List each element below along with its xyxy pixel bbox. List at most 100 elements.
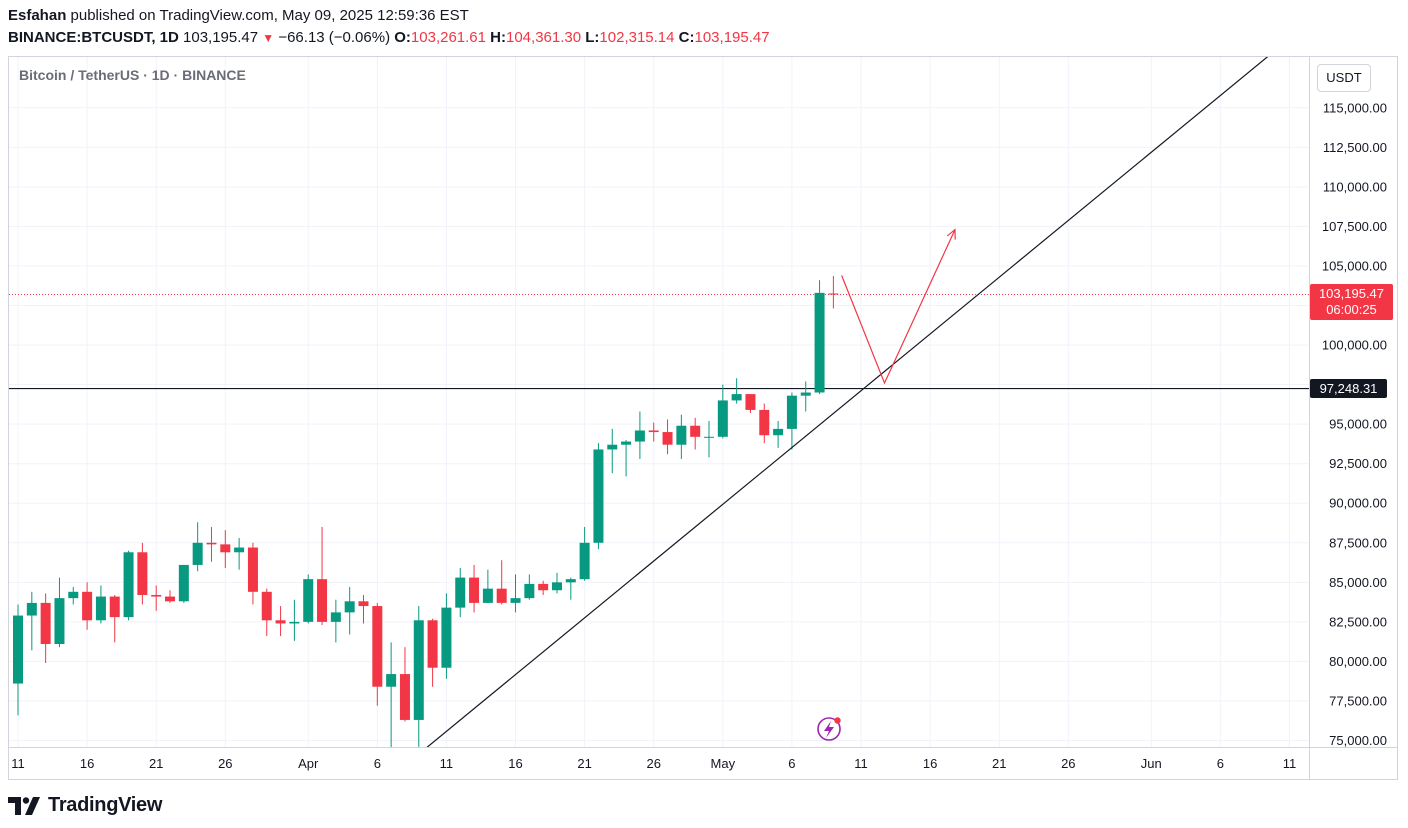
tradingview-logo[interactable]: TradingView [8, 794, 162, 817]
symbol-legend: Bitcoin / TetherUS · 1D · BINANCE [19, 67, 246, 83]
published-text: published on TradingView.com, May 09, 20… [70, 7, 469, 24]
time-axis-label: 11 [854, 756, 868, 771]
candle-body [786, 395, 797, 429]
candle-body [634, 430, 645, 442]
price-axis-label: 110,000.00 [1323, 179, 1387, 194]
ascending-trendline[interactable] [426, 16, 1317, 748]
candle-body [690, 425, 701, 437]
price-axis-label: 77,500.00 [1329, 693, 1387, 708]
candle-body [648, 430, 659, 433]
candle-body [469, 577, 480, 603]
candle-body [54, 598, 65, 645]
time-axis-label: 11 [11, 756, 25, 771]
candle-body [800, 392, 811, 396]
candle-body [731, 394, 742, 401]
tradingview-logo-icon [8, 796, 40, 815]
time-axis-label: 26 [218, 756, 232, 771]
candle-body [206, 542, 217, 545]
time-axis-label: 6 [1217, 756, 1224, 771]
candle-body [275, 620, 286, 624]
candle-body [220, 544, 231, 553]
candle-body [178, 564, 189, 602]
time-axis-label: 21 [149, 756, 163, 771]
candle-body [68, 591, 79, 599]
candle-body [524, 583, 535, 599]
candle-body [759, 409, 770, 436]
candle-body [496, 588, 507, 603]
time-axis-label: 11 [1283, 756, 1297, 771]
lightning-bolt-icon [824, 721, 834, 738]
price-axis-label: 95,000.00 [1329, 417, 1387, 432]
price-axis-label: 82,500.00 [1329, 614, 1387, 629]
time-axis-label: Jun [1141, 756, 1162, 771]
time-axis-label: 21 [577, 756, 591, 771]
candle-body [828, 293, 839, 295]
candle-body [717, 400, 728, 437]
tradingview-wordmark: TradingView [48, 794, 163, 816]
last-value: 103,195.47 [183, 29, 259, 46]
candle-body [109, 596, 120, 618]
candle-body [607, 444, 618, 450]
candle-body [165, 596, 176, 602]
time-axis-label: 16 [80, 756, 94, 771]
time-axis-label: 26 [646, 756, 660, 771]
candle-body [289, 621, 300, 624]
candle-body [151, 594, 162, 597]
candle-body [234, 547, 245, 553]
price-axis-label: 87,500.00 [1329, 535, 1387, 550]
price-axis-label: 75,000.00 [1329, 733, 1387, 748]
time-axis-label: 6 [788, 756, 795, 771]
candle-body [538, 583, 549, 591]
candle-body [773, 428, 784, 436]
candle-body [261, 591, 272, 621]
candle-body [565, 579, 576, 583]
low-value: 102,315.14 [599, 29, 675, 46]
change-value: −66.13 (−0.06%) [278, 29, 391, 46]
candle-body [82, 591, 93, 621]
candle-body [510, 598, 521, 603]
candle-body [330, 612, 341, 622]
time-axis-label: 16 [923, 756, 937, 771]
candle-body [593, 449, 604, 543]
high-value: 104,361.30 [506, 29, 582, 46]
time-axis-label: May [711, 756, 736, 771]
close-value: 103,195.47 [694, 29, 770, 46]
candle-body [579, 542, 590, 580]
publish-line: Esfahan published on TradingView.com, Ma… [8, 6, 469, 26]
bar-countdown: 06:00:25 [1326, 302, 1377, 317]
candle-body [551, 582, 562, 591]
candle-body [247, 547, 258, 592]
candle-body [455, 577, 466, 608]
candle-body [40, 602, 51, 645]
time-axis-label: 6 [374, 756, 381, 771]
projection-arrowhead [946, 228, 956, 240]
last-price-value: 103,195.47 [1318, 286, 1385, 301]
candle-body [13, 615, 23, 684]
last-price-tag: 103,195.47 06:00:25 [1310, 284, 1393, 320]
candle-body [317, 579, 328, 622]
candle-body [441, 607, 452, 668]
candle-body [192, 542, 203, 565]
candle-body [386, 674, 397, 687]
candle-body [95, 596, 106, 621]
price-axis-label: 107,500.00 [1322, 219, 1387, 234]
candle-body [344, 601, 355, 613]
open-label: O: [394, 29, 411, 46]
projection-path[interactable] [841, 229, 956, 385]
time-axis-label: 26 [1061, 756, 1075, 771]
time-axis-label: 21 [992, 756, 1006, 771]
symbol-label: BINANCE:BTCUSDT, 1D [8, 29, 179, 46]
price-axis-label: 115,000.00 [1323, 100, 1387, 115]
price-axis-label: 112,500.00 [1323, 140, 1387, 155]
time-axis-label: Apr [298, 756, 319, 771]
candle-body [26, 602, 37, 616]
currency-button[interactable]: USDT [1317, 64, 1371, 92]
candle-body [814, 292, 825, 393]
price-axis-label: 85,000.00 [1329, 575, 1387, 590]
high-label: H: [490, 29, 506, 46]
author-name[interactable]: Esfahan [8, 7, 67, 24]
candle-body [662, 432, 673, 445]
price-axis-label: 92,500.00 [1329, 456, 1387, 471]
ohlc-line: BINANCE:BTCUSDT, 1D 103,195.47 ▼ −66.13 … [8, 28, 770, 48]
